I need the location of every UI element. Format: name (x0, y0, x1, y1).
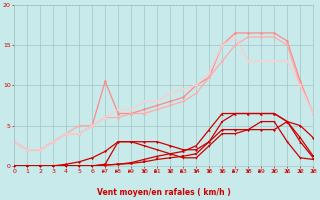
X-axis label: Vent moyen/en rafales ( km/h ): Vent moyen/en rafales ( km/h ) (97, 188, 230, 197)
